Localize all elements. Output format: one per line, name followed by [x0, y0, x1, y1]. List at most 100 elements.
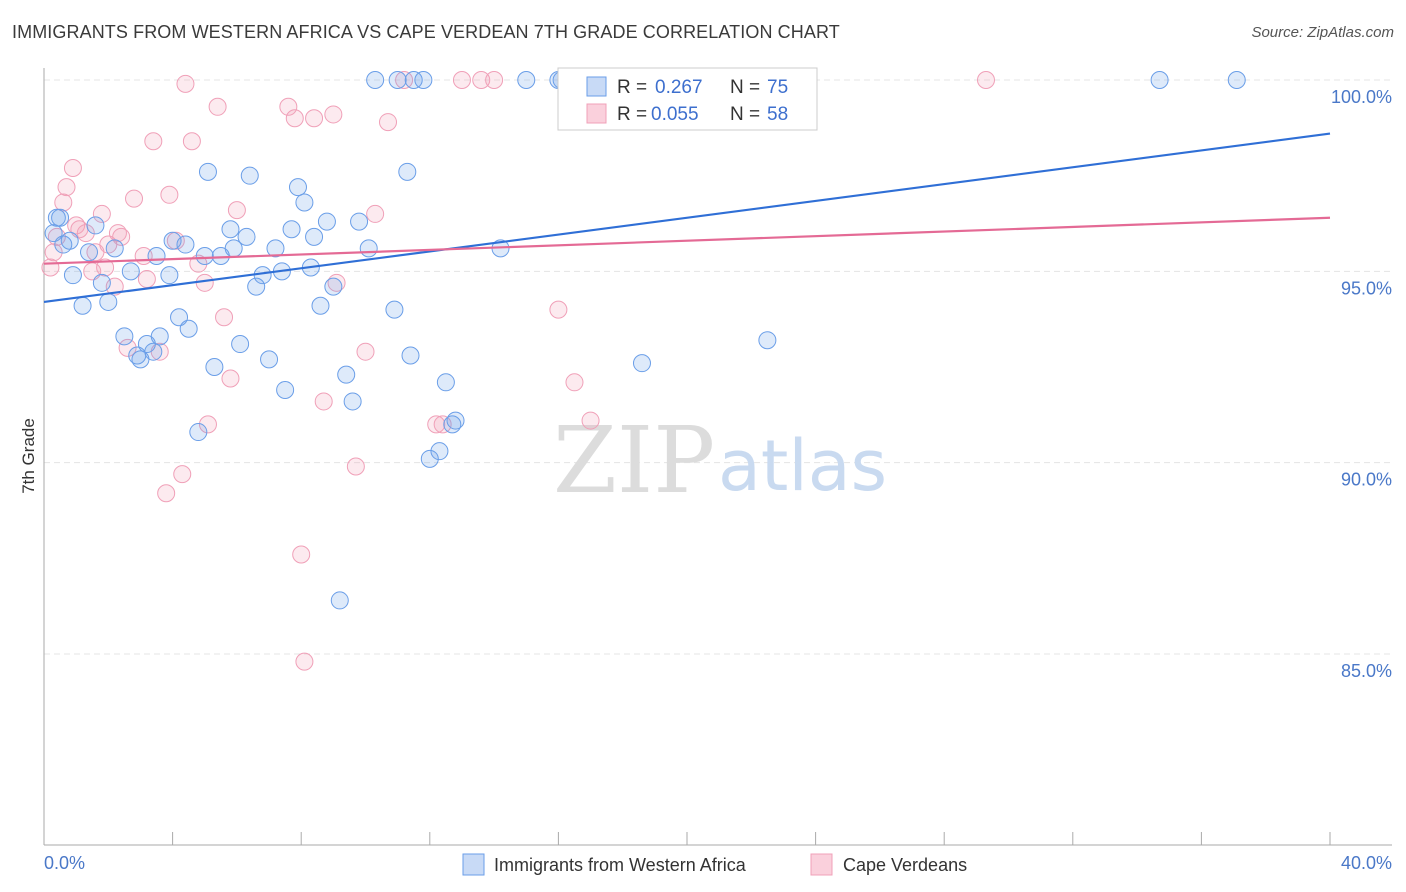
- cape-verdeans-point-43: [366, 204, 385, 223]
- western-africa-point-58: [404, 71, 423, 89]
- western-africa-point-25: [195, 247, 214, 266]
- cape-verdeans-point-26: [189, 254, 208, 273]
- legend-swatch-cape-verdeans: [586, 103, 607, 124]
- western-africa-point-64: [446, 411, 465, 430]
- western-africa-point-3: [60, 231, 79, 250]
- western-africa-point-40: [282, 220, 301, 239]
- top-legend: R = 0.267 N = 75 R = 0.055 N = 58: [557, 67, 818, 131]
- western-africa-point-72: [1150, 71, 1169, 89]
- cape-verdeans-point-42: [356, 342, 375, 361]
- western-africa-point-73: [1227, 71, 1246, 89]
- cape-verdeans-point-29: [208, 97, 227, 116]
- cape-verdeans-point-57: [108, 224, 127, 243]
- bottom-legend-swatch-western-africa: [462, 853, 485, 876]
- western-africa-point-60: [420, 449, 439, 468]
- y-tick-labels: 85.0% 90.0% 95.0% 100.0%: [1331, 87, 1392, 681]
- western-africa-point-0: [44, 224, 63, 243]
- western-africa-point-57: [401, 346, 420, 365]
- cape-verdeans-point-39: [324, 105, 343, 124]
- chart-title: IMMIGRANTS FROM WESTERN AFRICA VS CAPE V…: [12, 22, 840, 42]
- western-africa-point-55: [385, 300, 404, 319]
- watermark-atlas-text: atlas: [718, 425, 887, 507]
- legend-n-label-1: N =: [730, 77, 760, 98]
- western-africa-point-9: [99, 292, 118, 311]
- western-africa-point-18: [147, 247, 166, 266]
- y-tick-label-95: 95.0%: [1341, 278, 1392, 298]
- western-africa-point-66: [517, 71, 536, 89]
- western-africa-point-45: [311, 296, 330, 315]
- legend-r-label-2: R =: [617, 104, 647, 125]
- y-tick-label-90: 90.0%: [1341, 470, 1392, 490]
- cape-verdeans-point-38: [314, 392, 333, 411]
- western-africa-point-22: [176, 235, 195, 254]
- cape-verdeans-point-55: [44, 243, 63, 262]
- watermark: ZIP atlas: [553, 407, 887, 514]
- western-africa-point-37: [266, 239, 285, 258]
- cape-verdeans-point-33: [279, 97, 298, 116]
- trend-line-western-africa: [43, 132, 1331, 304]
- series-western-africa-points: [44, 71, 1246, 610]
- legend-n-value-2: 58: [767, 104, 788, 125]
- western-africa-point-50: [343, 392, 362, 411]
- bottom-legend: Immigrants from Western Africa Cape Verd…: [462, 853, 967, 876]
- cape-verdeans-point-52: [565, 373, 584, 392]
- cape-verdeans-point-18: [144, 132, 163, 151]
- y-tick-label-100: 100.0%: [1331, 87, 1392, 107]
- x-tick-label-min: 0.0%: [44, 853, 85, 873]
- x-ticks: [43, 832, 1331, 845]
- cape-verdeans-point-4: [63, 159, 82, 178]
- x-tick-label-max: 40.0%: [1341, 853, 1392, 873]
- western-africa-point-5: [73, 296, 92, 315]
- western-africa-point-7: [86, 216, 105, 235]
- western-africa-point-62: [436, 373, 455, 392]
- cape-verdeans-point-35: [292, 545, 311, 564]
- western-africa-point-71: [758, 331, 777, 350]
- western-africa-point-23: [179, 319, 198, 338]
- western-africa-point-29: [221, 220, 240, 239]
- cape-verdeans-point-54: [976, 71, 995, 89]
- western-africa-point-27: [205, 358, 224, 376]
- western-africa-point-51: [350, 212, 369, 231]
- western-africa-point-8: [92, 273, 111, 292]
- cape-verdeans-point-45: [395, 71, 414, 89]
- cape-verdeans-point-34: [285, 109, 304, 128]
- western-africa-point-46: [317, 212, 336, 231]
- western-africa-point-16: [144, 342, 163, 361]
- western-africa-point-12: [121, 262, 140, 281]
- western-africa-point-34: [247, 277, 266, 296]
- cape-verdeans-point-27: [195, 273, 214, 292]
- western-africa-point-59: [414, 71, 433, 89]
- cape-verdeans-point-28: [198, 415, 217, 434]
- cape-verdeans-point-49: [472, 71, 491, 89]
- trend-line-cape-verdeans: [43, 216, 1331, 265]
- cape-verdeans-point-51: [549, 300, 568, 319]
- western-africa-point-4: [63, 266, 82, 285]
- cape-verdeans-point-21: [160, 185, 179, 204]
- western-africa-point-54: [388, 71, 407, 89]
- western-africa-point-36: [260, 350, 279, 369]
- bottom-legend-label-cape-verdeans: Cape Verdeans: [843, 855, 967, 875]
- western-africa-point-26: [198, 162, 217, 181]
- axes: [43, 68, 1392, 846]
- cape-verdeans-point-25: [182, 132, 201, 151]
- western-africa-point-47: [324, 277, 343, 296]
- cape-verdeans-point-17: [137, 269, 156, 288]
- cape-verdeans-point-53: [581, 411, 600, 430]
- western-africa-point-24: [189, 423, 208, 442]
- watermark-zip-text: ZIP: [553, 407, 715, 514]
- cape-verdeans-point-0: [41, 258, 60, 277]
- western-africa-point-31: [231, 335, 250, 354]
- cape-verdeans-point-23: [173, 465, 192, 484]
- western-africa-point-11: [115, 327, 134, 346]
- cape-verdeans-point-50: [485, 71, 504, 89]
- western-africa-point-74: [51, 208, 70, 227]
- western-africa-point-53: [366, 71, 385, 89]
- western-africa-point-42: [295, 193, 314, 212]
- cape-verdeans-point-14: [118, 338, 137, 357]
- cape-verdeans-point-48: [452, 71, 471, 89]
- western-africa-point-32: [237, 227, 256, 246]
- cape-verdeans-point-3: [57, 178, 76, 197]
- legend-swatch-western-africa: [586, 76, 607, 97]
- trend-lines: [43, 132, 1331, 304]
